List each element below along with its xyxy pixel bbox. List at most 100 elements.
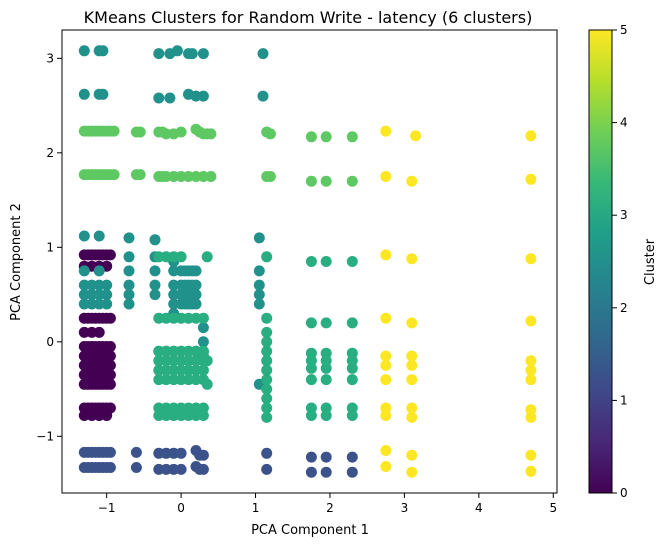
x-axis-ticks: −1 0 1 2 3 4 5 [98, 493, 557, 515]
cluster-4-point [205, 171, 217, 182]
cluster-1-point [261, 447, 273, 459]
cluster-0-point [104, 341, 116, 352]
cluster-5-point [525, 355, 537, 367]
cluster-2-point [123, 251, 135, 263]
cluster-1-point [305, 451, 317, 463]
cluster-4-point [108, 169, 120, 181]
cluster-5-point [406, 449, 418, 461]
colorbar-tick-label: 5 [620, 23, 628, 37]
cluster-2-point [164, 92, 176, 104]
cluster-3-point [261, 355, 273, 367]
cluster-2-point [168, 289, 180, 301]
cluster-5-point [525, 253, 537, 265]
cluster-3-point [320, 374, 332, 386]
cluster-0-point [104, 249, 116, 261]
colorbar-tick-label: 1 [620, 393, 628, 407]
cluster-2-point [168, 265, 180, 277]
x-tick-label: 4 [475, 501, 483, 515]
cluster-1-point [346, 466, 358, 478]
cluster-3-point [261, 312, 273, 324]
plot-area-frame [61, 29, 558, 494]
cluster-3-point [346, 355, 358, 367]
cluster-3-point [261, 383, 273, 395]
cluster-3-point [261, 393, 273, 404]
cluster-2-point [257, 90, 269, 102]
x-tick-label: 2 [326, 501, 334, 515]
cluster-2-point [190, 298, 202, 310]
cluster-5-point [380, 171, 392, 182]
cluster-3-point [320, 317, 332, 329]
cluster-4-point [175, 126, 187, 138]
cluster-2-point [168, 279, 180, 291]
cluster-3-point [197, 410, 209, 421]
cluster-5-point [406, 317, 418, 329]
cluster-2-point [190, 279, 202, 291]
cluster-5-point [380, 461, 392, 472]
cluster-3-point [305, 374, 317, 386]
cluster-5-point [406, 175, 418, 187]
cluster-4-point [346, 131, 358, 143]
cluster-1-point [104, 446, 116, 458]
colorbar-tick-label: 3 [620, 208, 628, 222]
cluster-3-point [320, 355, 332, 367]
cluster-5-point [406, 253, 418, 265]
cluster-4-point [305, 131, 317, 143]
cluster-4-point [346, 175, 358, 187]
cluster-2-point [197, 48, 209, 60]
y-tick-label: 3 [46, 51, 54, 65]
cluster-3-point [320, 410, 332, 421]
cluster-2-point [197, 336, 209, 348]
cluster-0-point [101, 410, 113, 421]
cluster-1-point [104, 462, 116, 473]
cluster-1-point [320, 451, 332, 463]
cluster-2-point [78, 45, 90, 57]
colorbar-tick-label: 2 [620, 301, 628, 315]
cluster-2-point [123, 279, 135, 291]
cluster-2-point [149, 289, 161, 301]
colorbar [588, 29, 613, 494]
cluster-2-point [171, 45, 183, 57]
cluster-3-point [346, 410, 358, 421]
cluster-3-point [346, 256, 358, 267]
cluster-5-point [525, 404, 537, 416]
cluster-0-point [104, 378, 116, 390]
cluster-5-point [525, 465, 537, 477]
y-tick-label: 2 [46, 146, 54, 160]
scatter-points [78, 45, 537, 478]
cluster-3-point [261, 251, 273, 263]
cluster-5-point [406, 411, 418, 423]
cluster-5-point [380, 125, 392, 137]
cluster-3-point [346, 362, 358, 374]
cluster-1-point [197, 463, 209, 475]
cluster-2-point [186, 48, 198, 60]
cluster-4-point [320, 175, 332, 187]
cluster-5-point [525, 130, 537, 142]
cluster-3-point [305, 317, 317, 329]
x-axis-label: PCA Component 1 [251, 523, 369, 538]
cluster-5-point [380, 410, 392, 421]
cluster-0-point [104, 369, 116, 381]
cluster-2-point [123, 298, 135, 310]
cluster-3-point [346, 374, 358, 386]
cluster-2-point [197, 322, 209, 334]
cluster-1-point [175, 463, 187, 475]
cluster-3-point [261, 336, 273, 348]
cluster-5-point [525, 364, 537, 376]
cluster-5-point [380, 249, 392, 261]
cluster-5-point [380, 359, 392, 371]
x-tick-label: 0 [177, 501, 185, 515]
cluster-2-point [197, 90, 209, 102]
cluster-5-point [525, 449, 537, 461]
cluster-2-point [253, 265, 265, 277]
cluster-0-point [93, 326, 105, 338]
cluster-0-point [104, 350, 116, 362]
cluster-2-point [123, 265, 135, 277]
cluster-5-point [406, 374, 418, 386]
y-tick-label: −1 [36, 429, 54, 443]
x-tick-label: 1 [252, 501, 260, 515]
cluster-2-point [101, 289, 113, 301]
cluster-3-point [305, 362, 317, 374]
cluster-5-point [410, 130, 422, 142]
cluster-4-point [108, 125, 120, 137]
cluster-3-point [197, 364, 209, 376]
